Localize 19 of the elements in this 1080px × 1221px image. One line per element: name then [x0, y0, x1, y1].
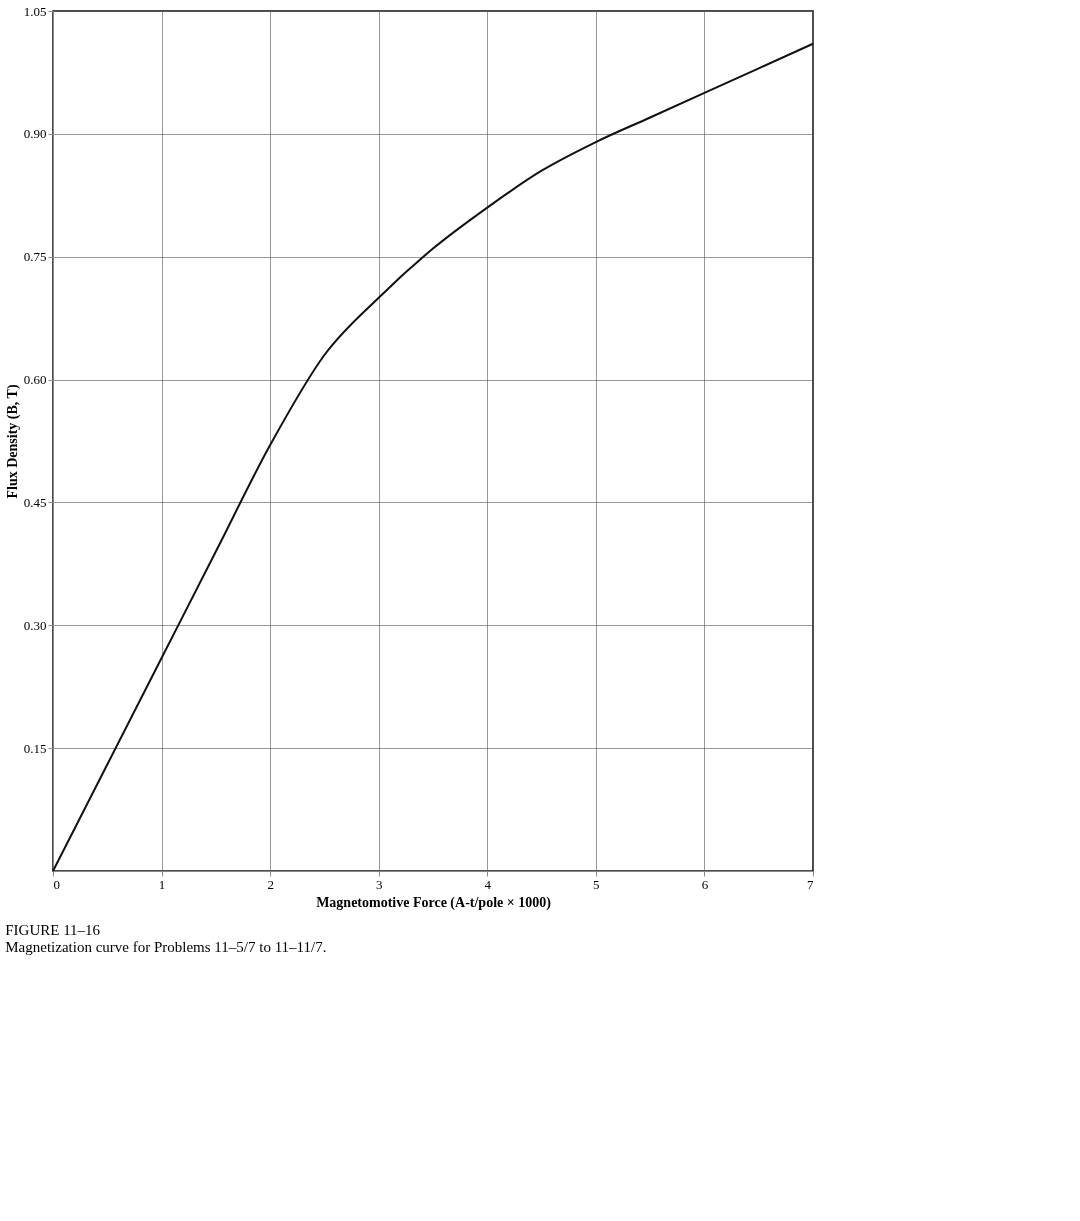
y-axis-title: Flux Density (B, T): [4, 384, 21, 499]
caption: FIGURE 11–16: [5, 922, 101, 938]
y-tick-label: 0.30: [23, 617, 47, 633]
y-tick-label: 0.90: [23, 126, 47, 142]
x-axis-title: Magnetomotive Force (A-t/pole × 1000): [316, 894, 552, 911]
y-tick-label: 0.15: [23, 740, 47, 756]
y-tick-label: 0.60: [23, 372, 47, 388]
y-tick-label: 0.45: [23, 494, 47, 510]
x-tick-label: 0: [53, 876, 60, 892]
x-tick-label: 5: [593, 876, 600, 892]
x-tick-label: 7: [807, 876, 814, 892]
x-tick-label: 1: [158, 876, 166, 892]
y-tick-label: 0.75: [23, 249, 47, 265]
x-tick-label: 2: [267, 876, 274, 892]
y-tick-label: 1.05: [23, 3, 47, 19]
x-tick-label: 6: [701, 876, 709, 892]
text: Magnetization curve for Problems 11–5/7 to 11–11/7.: [5, 939, 327, 955]
x-tick-label: 4: [484, 876, 492, 892]
x-tick-label: 3: [375, 876, 383, 892]
